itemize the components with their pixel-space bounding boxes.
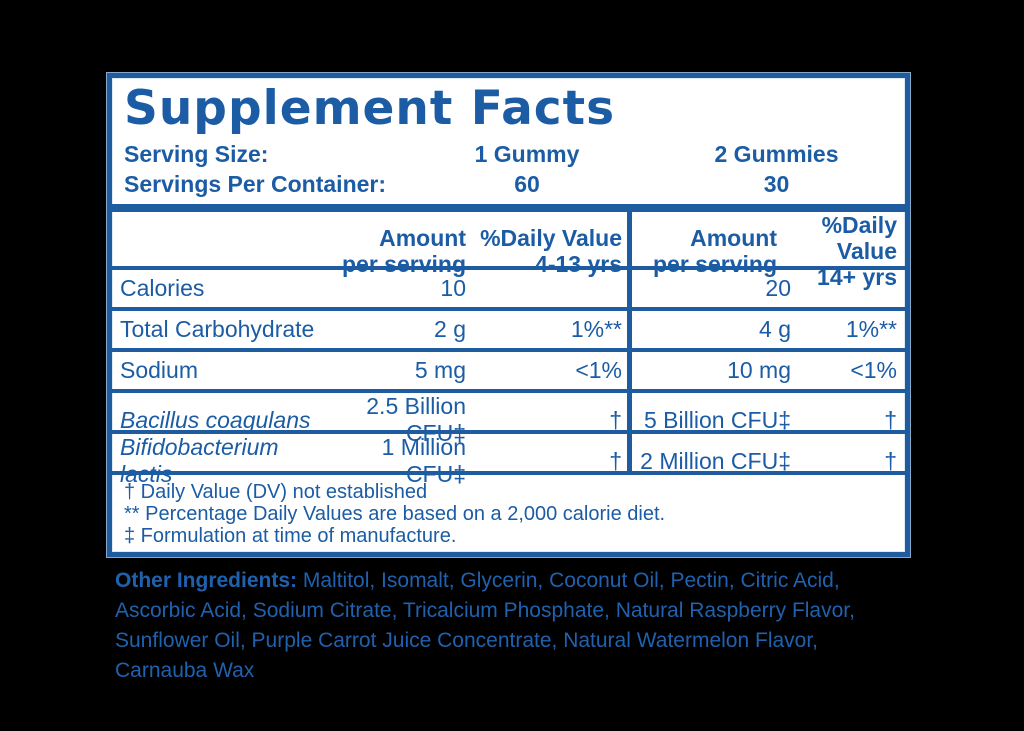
daily-value-2: † (884, 406, 897, 433)
nutrient-name: Bacillus coagulans (120, 406, 311, 433)
other-ingredients-line: Ascorbic Acid, Sodium Citrate, Tricalciu… (115, 599, 855, 622)
nutrient-name: Bifidobacterium lactis (120, 434, 279, 487)
footnote-asterisks: ** Percentage Daily Values are based on … (124, 503, 666, 525)
supplement-facts-panel: Supplement Facts Serving Size: 1 Gummy 2… (107, 73, 910, 557)
serving-info: Serving Size: 1 Gummy 2 Gummies Servings… (124, 139, 893, 199)
header-daily-value-1: %Daily Value 4-13 yrs (480, 225, 622, 277)
nutrition-table: Amount per serving %Daily Value 4-13 yrs… (112, 204, 905, 487)
serving-size-col1: 1 Gummy (474, 141, 580, 167)
other-ingredients: Other Ingredients: Maltitol, Isomalt, Gl… (115, 566, 895, 686)
other-ingredients-line: Carnauba Wax (115, 659, 255, 682)
header-amount-2: Amount per serving (653, 225, 777, 277)
servings-per-container-col1: 60 (514, 171, 540, 197)
daily-value-2: 1%** (845, 316, 897, 342)
amount-1: 10 (440, 275, 466, 301)
nutrient-name: Total Carbohydrate (120, 316, 315, 342)
daily-value-1: † (609, 406, 622, 433)
table-row-bacillus-coagulans: Bacillus coagulans 2.5 Billion CFU‡ † 5 … (112, 393, 905, 446)
daily-value-1: † (609, 447, 622, 474)
other-ingredients-line: Sunflower Oil, Purple Carrot Juice Conce… (115, 629, 819, 652)
amount-1: 2.5 Billion CFU‡ (366, 393, 466, 446)
daily-value-1: 1%** (570, 316, 622, 342)
nutrient-name: Calories (120, 275, 205, 301)
other-ingredients-text: Maltitol, Isomalt, Glycerin, Coconut Oil… (297, 569, 840, 592)
servings-per-container-col2: 30 (763, 171, 790, 197)
serving-size-label: Serving Size: (124, 141, 269, 167)
table-row-total-carbohydrate: Total Carbohydrate 2 g 1%** 4 g 1%** (112, 311, 905, 352)
header-daily-value-2: %Daily Value 14+ yrs (817, 212, 897, 290)
amount-2: 10 mg (727, 357, 791, 383)
table-header-row: Amount per serving %Daily Value 4-13 yrs… (112, 212, 905, 290)
column-group-divider (627, 212, 632, 475)
header-amount-1: Amount per serving (342, 225, 466, 277)
daily-value-1: <1% (575, 357, 622, 383)
amount-2: 20 (765, 275, 791, 301)
amount-1: 2 g (434, 316, 466, 342)
serving-size-col2: 2 Gummies (714, 141, 839, 167)
other-ingredients-label: Other Ingredients: (115, 569, 298, 592)
nutrient-name: Sodium (120, 357, 198, 383)
other-ingredients-line: Other Ingredients: Maltitol, Isomalt, Gl… (115, 566, 895, 596)
footnote-dagger: † Daily Value (DV) not established (124, 481, 428, 503)
panel-header: Supplement Facts Serving Size: 1 Gummy 2… (112, 78, 905, 199)
amount-2: 4 g (759, 316, 791, 342)
footnotes: † Daily Value (DV) not established ** Pe… (112, 475, 905, 547)
daily-value-2: <1% (850, 357, 897, 383)
table-row-calories: Calories 10 20 (112, 270, 905, 311)
table-row-sodium: Sodium 5 mg <1% 10 mg <1% (112, 352, 905, 393)
amount-1: 1 Million CFU‡ (381, 434, 466, 487)
amount-1: 5 mg (414, 357, 466, 383)
servings-per-container-label: Servings Per Container: (124, 171, 387, 197)
footnote-double-dagger: ‡ Formulation at time of manufacture. (124, 525, 457, 547)
amount-2: 5 Billion CFU‡ (644, 406, 791, 433)
daily-value-2: † (884, 447, 897, 474)
amount-2: 2 Million CFU‡ (640, 447, 791, 474)
table-row-bifidobacterium-lactis: Bifidobacterium lactis 1 Million CFU‡ † … (112, 434, 905, 487)
supplement-facts-title: Supplement Facts (124, 81, 616, 136)
